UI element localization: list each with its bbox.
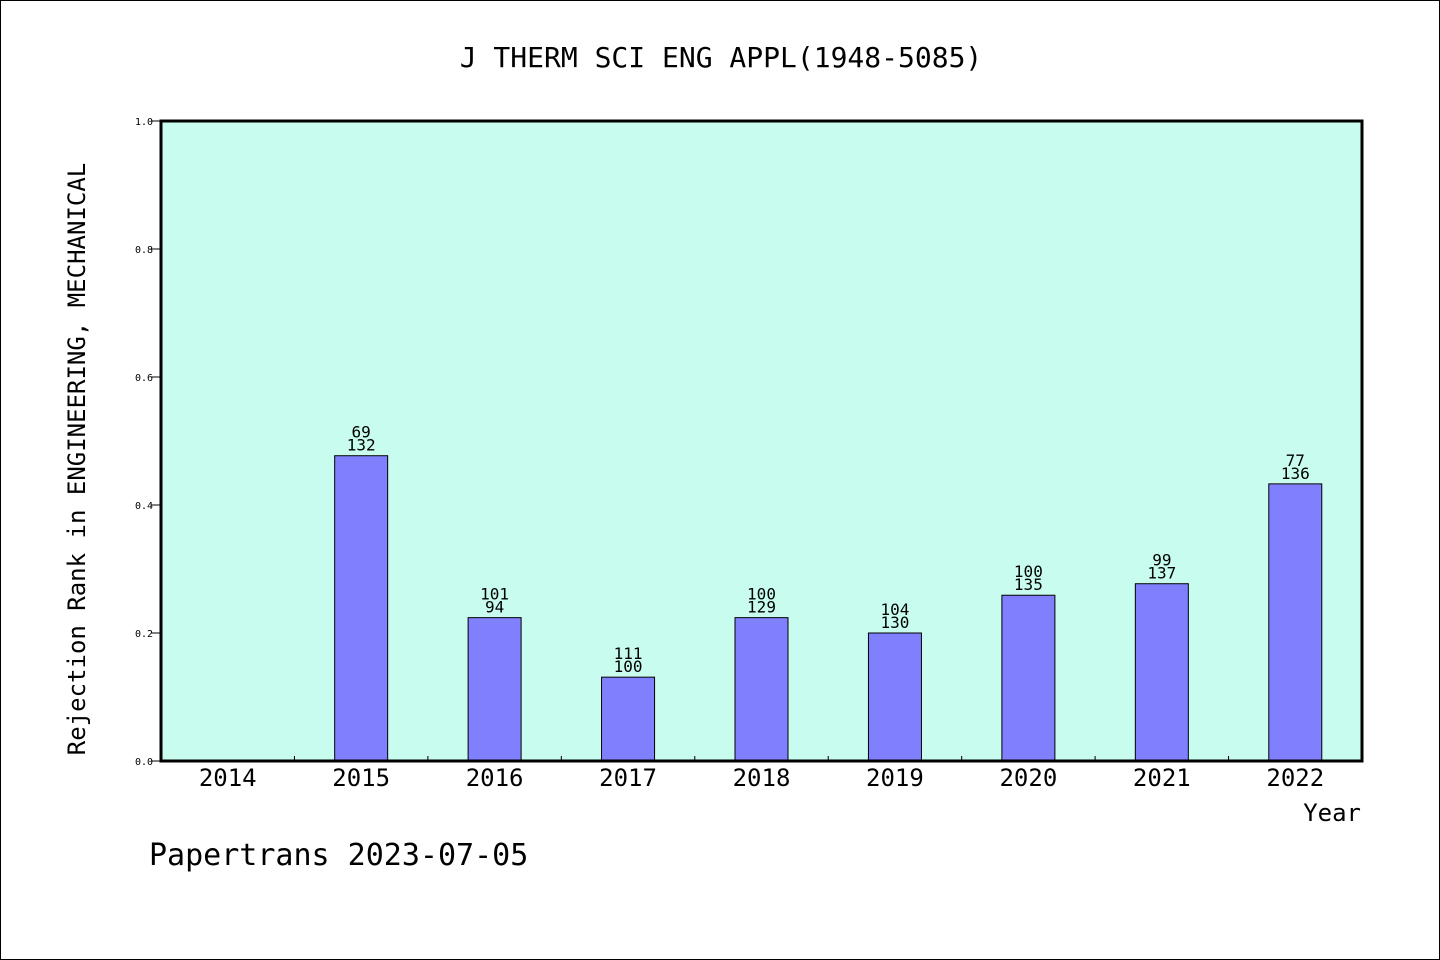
x-tick-label: 2015 (332, 764, 390, 792)
data-label: 101 (480, 585, 509, 604)
bar-2022 (1268, 483, 1323, 762)
bar-2021 (1134, 583, 1189, 762)
plot-border (159, 119, 1364, 763)
y-axis-ticks: 0.0 0.2 0.4 0.6 0.8 1.0 (135, 117, 161, 768)
data-label: 99 (1152, 551, 1171, 570)
data-label: 77 (1286, 451, 1305, 470)
x-tick-label: 2017 (599, 764, 657, 792)
bars-group (334, 455, 1323, 762)
bar-2019 (867, 632, 922, 762)
data-label: 130 (880, 613, 909, 632)
data-label: 136 (1281, 464, 1310, 483)
chart-title: J THERM SCI ENG APPL(1948-5085) (460, 41, 983, 74)
x-tick-label: 2018 (733, 764, 791, 792)
x-tick-label: 2021 (1133, 764, 1191, 792)
x-tick-label: 2016 (466, 764, 524, 792)
y-tick-label: 1.0 (135, 117, 153, 128)
footer-text: Papertrans 2023-07-05 (149, 838, 528, 873)
x-tick-label: 2022 (1266, 764, 1324, 792)
bar-2016 (467, 617, 522, 762)
data-label: 100 (1014, 562, 1043, 581)
x-tick-label: 2019 (866, 764, 924, 792)
y-tick-label: 0.4 (135, 501, 153, 512)
y-tick-label: 0.8 (135, 245, 153, 256)
bar-2015 (334, 455, 389, 762)
x-tick-label: 2020 (999, 764, 1057, 792)
y-axis-title: Rejection Rank in ENGINEERING, MECHANICA… (63, 163, 91, 755)
data-label: 111 (614, 644, 643, 663)
x-axis-title: Year (1303, 799, 1361, 827)
bar-2017 (601, 676, 656, 762)
data-label: 100 (614, 657, 643, 676)
data-label: 129 (747, 598, 776, 617)
y-tick-label: 0.6 (135, 373, 153, 384)
data-label: 135 (1014, 575, 1043, 594)
data-label: 69 (352, 423, 371, 442)
x-tick-label: 2014 (199, 764, 257, 792)
y-tick-label: 0.2 (135, 629, 153, 640)
data-label: 100 (747, 585, 776, 604)
bar-2020 (1001, 594, 1056, 762)
x-axis-ticks: 2014 2015 2016 2017 2018 2019 2020 2021 2022 (199, 756, 1324, 792)
bar-2018 (734, 617, 789, 762)
data-label: 104 (880, 600, 909, 619)
data-label: 137 (1147, 564, 1176, 583)
data-label: 132 (347, 436, 376, 455)
y-tick-label: 0.0 (135, 757, 153, 768)
data-label: 94 (485, 598, 504, 617)
